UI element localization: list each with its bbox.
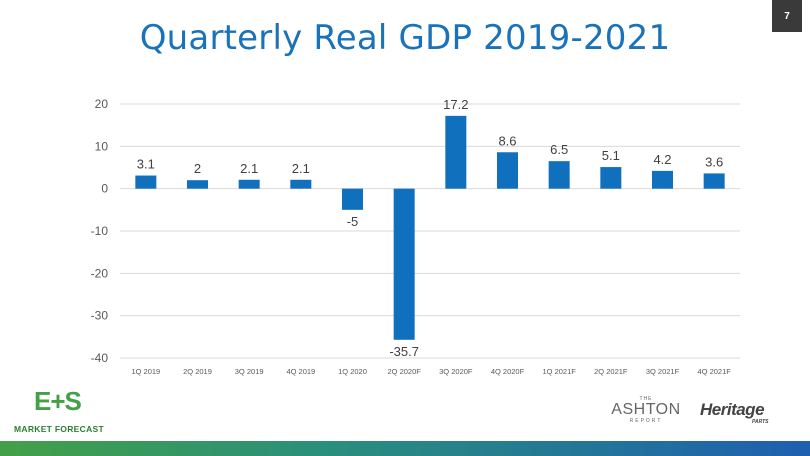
ashton-the-text: THE [639, 396, 653, 402]
heritage-logo: Heritage [700, 400, 765, 419]
x-category-label: 4Q 2021F [697, 367, 731, 376]
bar [393, 188, 415, 340]
data-label: 3.6 [705, 154, 723, 169]
y-tick-label: -20 [91, 266, 109, 280]
bar [135, 175, 157, 189]
y-tick-label: 10 [95, 139, 109, 153]
data-label: 2.1 [240, 161, 258, 176]
data-label: 5.1 [602, 148, 620, 163]
ashton-report-logo: THE ASHTON REPORT [606, 396, 686, 424]
es-logo: E+S [34, 386, 82, 416]
data-label: 6.5 [550, 142, 568, 157]
y-tick-label: -10 [91, 224, 109, 238]
y-tick-label: 0 [101, 182, 108, 196]
bar [497, 152, 518, 189]
data-label: 8.6 [498, 133, 516, 148]
x-category-label: 2Q 2020F [387, 367, 421, 376]
y-tick-label: -30 [91, 309, 109, 323]
x-category-label: 3Q 2019 [235, 367, 264, 376]
y-tick-label: -40 [91, 351, 109, 365]
bar [342, 188, 363, 210]
heritage-logo-subtitle: PARTS [752, 419, 769, 425]
x-category-label: 4Q 2020F [491, 367, 525, 376]
x-category-label: 4Q 2019 [286, 367, 315, 376]
data-label: 4.2 [653, 152, 671, 167]
x-category-label: 3Q 2020F [439, 367, 473, 376]
bar [187, 180, 208, 189]
ashton-name-text: ASHTON [611, 401, 681, 418]
ashton-report-text: REPORT [629, 418, 663, 424]
bar [548, 161, 570, 189]
x-category-label: 1Q 2019 [131, 367, 160, 376]
data-label: 2 [194, 161, 201, 176]
bottom-gradient-bar [0, 441, 810, 456]
x-category-label: 1Q 2021F [542, 367, 576, 376]
data-label: 3.1 [137, 157, 155, 172]
page-number-badge: 7 [772, 0, 802, 32]
y-tick-label: 20 [95, 97, 109, 111]
x-category-label: 3Q 2021F [646, 367, 680, 376]
slide-title: Quarterly Real GDP 2019-2021 [139, 18, 671, 58]
data-label: -5 [347, 214, 359, 229]
data-label: 17.2 [443, 97, 468, 112]
x-category-label: 1Q 2020 [338, 367, 367, 376]
bar [445, 115, 467, 189]
bar [703, 173, 725, 189]
bar [600, 167, 622, 189]
es-logo-subtitle: MARKET FORECAST [14, 424, 104, 434]
bar [238, 179, 260, 189]
data-label: 2.1 [292, 161, 310, 176]
x-category-label: 2Q 2021F [594, 367, 628, 376]
bar [290, 179, 312, 189]
data-label: -35.7 [389, 344, 419, 359]
bar [652, 170, 673, 189]
x-category-label: 2Q 2019 [183, 367, 212, 376]
